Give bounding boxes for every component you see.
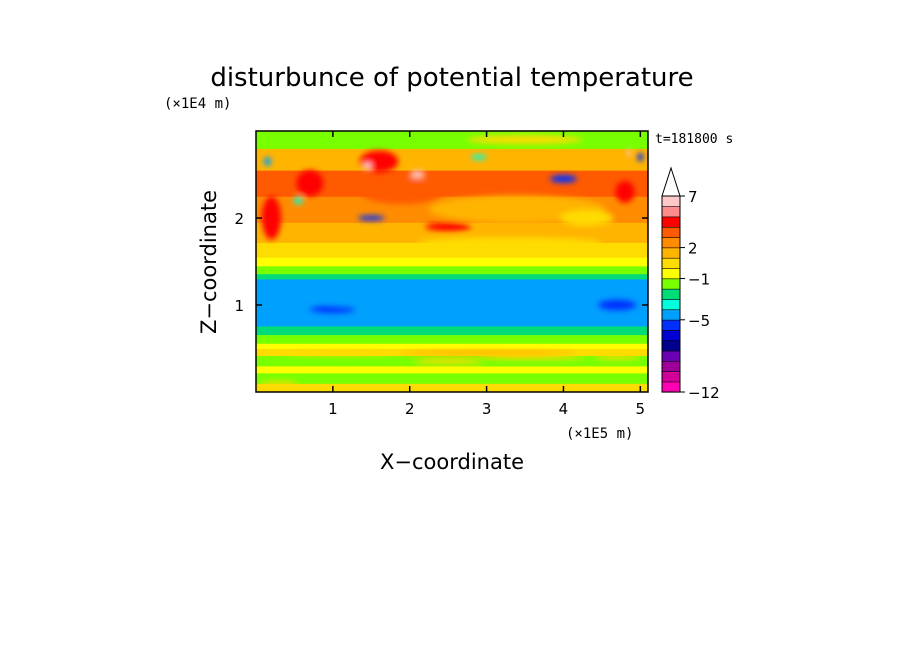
contour-feature-6 [359,179,445,205]
x-tick-label-1: 1 [328,400,338,418]
colorbar-segment-13 [661,247,681,259]
contour-feature-20 [637,152,644,162]
contour-blobs [259,135,644,386]
x-tick-label-5: 5 [636,400,646,418]
colorbar-extend-arrow [661,166,681,197]
colorbar-label-4: 7 [688,188,698,206]
contour-band-11 [256,257,648,267]
y-axis: 12 [234,210,648,315]
contour-feature-10 [409,170,426,179]
colorbar-segment-6 [661,319,681,331]
contour-feature-28 [259,381,299,386]
contour-feature-26 [594,355,641,360]
colorbar-label-0: −12 [688,384,720,402]
y-axis-label: Z−coordinate [197,190,221,334]
contour-feature-1 [598,299,637,311]
contour-band-2 [256,365,648,374]
plot-frame [255,130,649,393]
colorbar-segment-9 [661,288,681,300]
time-label: t=181800 s [655,132,733,147]
colorbar-segment-11 [661,267,681,280]
colorbar-label-1: −5 [688,312,710,330]
x-tick-label-3: 3 [482,400,492,418]
contour-feature-2 [309,305,356,313]
chart-title: disturbunce of potential temperature [210,63,693,93]
y-tick-label-2: 2 [234,210,244,228]
colorbar-segment-15 [661,226,681,238]
x-axis-label: X−coordinate [380,450,524,474]
colorbar-segment-10 [661,278,681,290]
contour-band-1 [256,372,648,384]
contour-feature-7 [425,222,472,232]
colorbar-segment-7 [661,309,681,321]
contour-band-6 [256,334,648,344]
x-unit-label: (×1E5 m) [566,426,633,442]
contour-band-16 [256,148,648,171]
colorbar-segment-8 [661,298,681,311]
contour-feature-17 [471,154,487,160]
contour-feature-23 [398,350,575,356]
colorbar-segment-16 [661,216,681,228]
colorbar-segment-2 [661,360,681,372]
colorbar-segment-3 [661,350,681,362]
colorbar-segment-18 [661,195,681,207]
x-tick-label-2: 2 [405,400,415,418]
contour-feature-14 [615,181,635,203]
contour-feature-25 [478,355,587,360]
contour-feature-21 [626,149,631,157]
contour-feature-5 [417,237,602,248]
contour-band-0 [256,383,648,392]
contour-feature-16 [550,174,577,183]
colorbar-label-3: 2 [688,240,698,258]
contour-band-9 [256,273,648,280]
contour-feature-22 [467,135,583,145]
contour-feature-8 [359,150,399,173]
contour-feature-3 [332,301,579,309]
contour-feature-9 [362,162,373,170]
contour-feature-11 [296,170,324,197]
colorbar-segment-5 [661,329,681,342]
contour-feature-18 [263,157,272,166]
contour-band-5 [256,343,648,349]
contour-feature-19 [293,197,303,205]
y-tick-label-1: 1 [234,297,244,315]
colorbar-segment-12 [661,257,681,269]
contour-feature-27 [282,350,399,356]
colorbar-segment-1 [661,371,681,383]
colorbar-segment-4 [661,340,681,352]
contour-feature-15 [357,215,385,221]
contour-band-17 [256,131,648,149]
colorbar: −12−5−127 [661,166,720,402]
contour-feature-24 [413,358,483,365]
contour-feature-12 [261,196,281,240]
colorbar-segment-0 [661,381,681,393]
contour-band-10 [256,265,648,275]
colorbar-segment-14 [661,236,681,249]
y-unit-label: (×1E4 m) [164,96,231,112]
contour-feature-13 [559,210,614,226]
contour-band-7 [256,325,648,336]
colorbar-label-2: −1 [688,271,710,289]
x-tick-label-4: 4 [559,400,569,418]
x-axis: 1 2 3 4 5 [328,131,645,418]
contour-field [256,131,648,392]
colorbar-segment-17 [661,206,681,218]
